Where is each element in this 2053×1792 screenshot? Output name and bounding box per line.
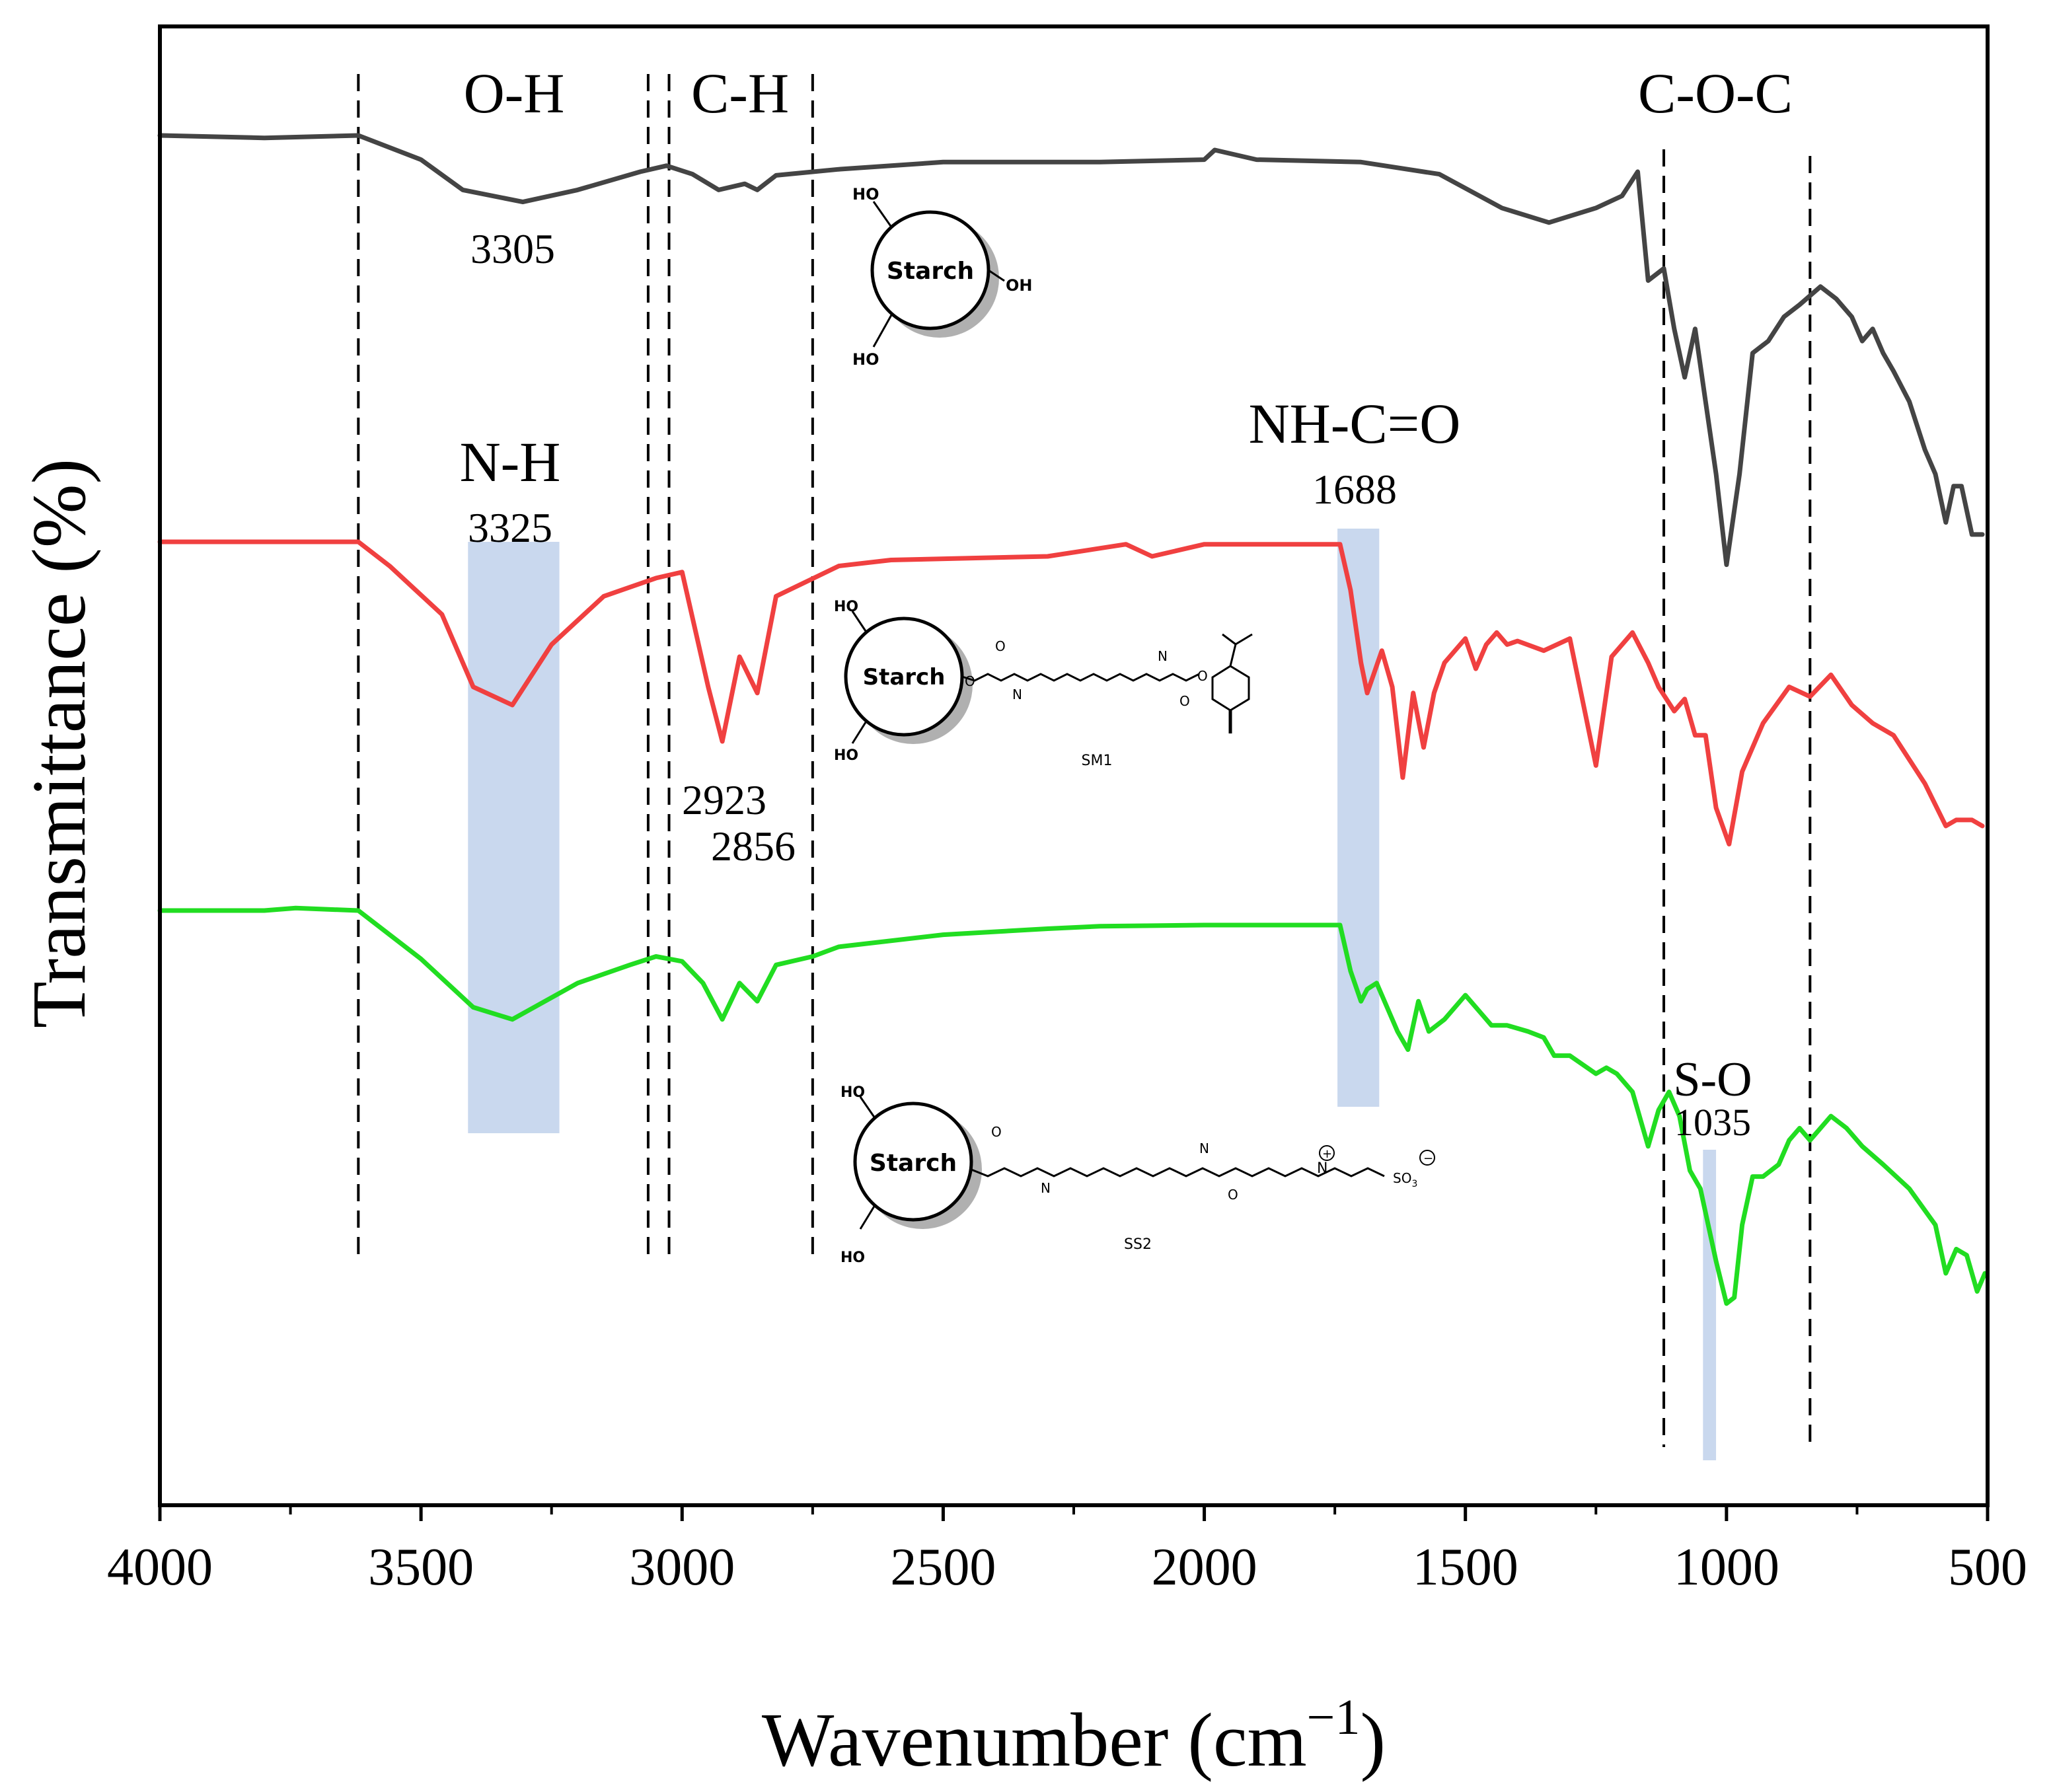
x-tick-label-3500: 3500 — [368, 1538, 474, 1596]
highlight-band-nh-c-o — [1337, 529, 1380, 1107]
x-tick-label-4000: 4000 — [107, 1538, 213, 1596]
x-tick-label-2500: 2500 — [890, 1538, 996, 1596]
oh-bottom: HO — [852, 350, 879, 369]
label-s-o: S-O — [1673, 1053, 1752, 1107]
ss2-oh-bottom: HO — [840, 1250, 865, 1266]
ss2-starch-label: Starch — [870, 1150, 957, 1177]
sm1-starch-circle — [844, 616, 964, 737]
x-tick-label-2000: 2000 — [1152, 1538, 1257, 1596]
series-sm1 — [157, 539, 1985, 846]
starch-structure: Starch HO OH HO — [852, 185, 1033, 369]
ss2-n-2: N — [1199, 1140, 1209, 1156]
starch-label: Starch — [887, 258, 974, 285]
x-axis-ticks: 4000 3500 3000 2500 2000 1500 1000 500 — [107, 1505, 2027, 1596]
ss2-name: SS2 — [1124, 1236, 1152, 1253]
peak-label-3325: 3325 — [468, 504, 552, 551]
peak-label-2923: 2923 — [682, 776, 766, 823]
highlight-band-n-h — [468, 542, 560, 1133]
x-tick-label-1500: 1500 — [1413, 1538, 1518, 1596]
peak-label-1035: 1035 — [1674, 1101, 1751, 1144]
series-starch — [157, 133, 1985, 568]
ss2-n-1: N — [1041, 1180, 1051, 1196]
sm1-n-2: N — [1158, 648, 1168, 664]
series-ss2 — [157, 905, 1988, 1306]
peak-label-2856: 2856 — [711, 823, 796, 870]
sm1-o-4: O — [1197, 668, 1208, 684]
oh-top: HO — [852, 185, 879, 204]
highlight-band-s-o — [1703, 1150, 1717, 1460]
y-axis-label: Transmittance (%) — [17, 459, 102, 1028]
x-tick-label-3000: 3000 — [629, 1538, 735, 1596]
ss2-oh-top: HO — [840, 1084, 865, 1101]
sm1-o-2: O — [995, 638, 1006, 654]
sm1-oh-bottom: HO — [834, 747, 858, 764]
dashed-guide-lines — [357, 74, 1812, 1447]
ss2-o-2: O — [1228, 1187, 1238, 1203]
ss2-plus-sign: + — [1322, 1147, 1332, 1161]
sm1-n-1: N — [1012, 687, 1022, 702]
sm1-o-3: O — [1179, 693, 1190, 709]
peak-label-1688: 1688 — [1312, 466, 1397, 513]
label-nh-c-o: NH-C=O — [1249, 392, 1461, 455]
spectra-series — [157, 133, 1988, 1306]
ss2-minus-sign: − — [1423, 1152, 1433, 1166]
highlight-bands — [468, 529, 1717, 1460]
label-o-h: O-H — [464, 61, 565, 125]
x-tick-label-1000: 1000 — [1674, 1538, 1779, 1596]
oh-right: OH — [1006, 276, 1033, 295]
ss2-structure: Starch HO HO O N N O N + SO3 − SS2 — [840, 1084, 1435, 1266]
sm1-name: SM1 — [1082, 753, 1113, 769]
x-axis-label: Wavenumber (cm−1) — [762, 1690, 1386, 1783]
ss2-sulfonate: SO3 — [1393, 1170, 1417, 1189]
label-c-o-c: C-O-C — [1638, 61, 1793, 125]
sm1-starch-label: Starch — [863, 664, 946, 691]
label-c-h: C-H — [691, 61, 789, 125]
label-n-h: N-H — [460, 430, 561, 494]
ss2-o-1: O — [991, 1124, 1002, 1140]
sm1-structure: Starch HO HO O O N N O O SM1 — [834, 599, 1253, 769]
x-tick-label-500: 500 — [1948, 1538, 2027, 1596]
sm1-oh-top: HO — [834, 599, 858, 615]
ss2-starch-circle — [853, 1101, 973, 1222]
ss2-n-plus: N — [1317, 1160, 1327, 1177]
sm1-o-1: O — [965, 673, 975, 689]
peak-label-3305: 3305 — [470, 225, 555, 272]
